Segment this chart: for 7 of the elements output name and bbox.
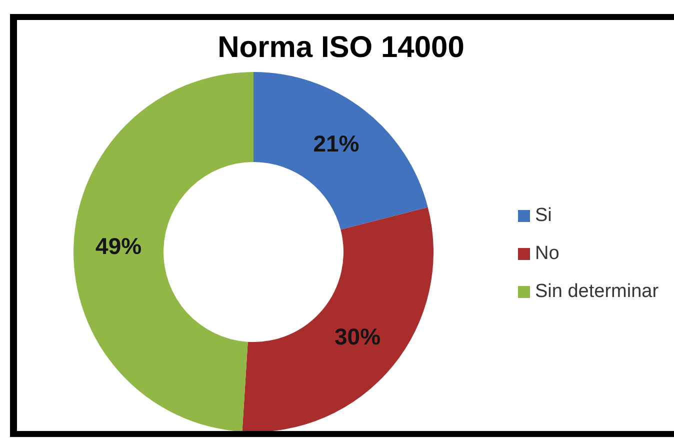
- data-label: 21%: [313, 130, 360, 157]
- legend-label: No: [535, 243, 560, 264]
- data-label: 49%: [96, 233, 142, 260]
- chart-title: Norma ISO 14000: [216, 30, 466, 66]
- legend-label: Sin determinar: [535, 281, 660, 302]
- legend-label: Si: [535, 205, 552, 226]
- data-label: 30%: [334, 323, 381, 350]
